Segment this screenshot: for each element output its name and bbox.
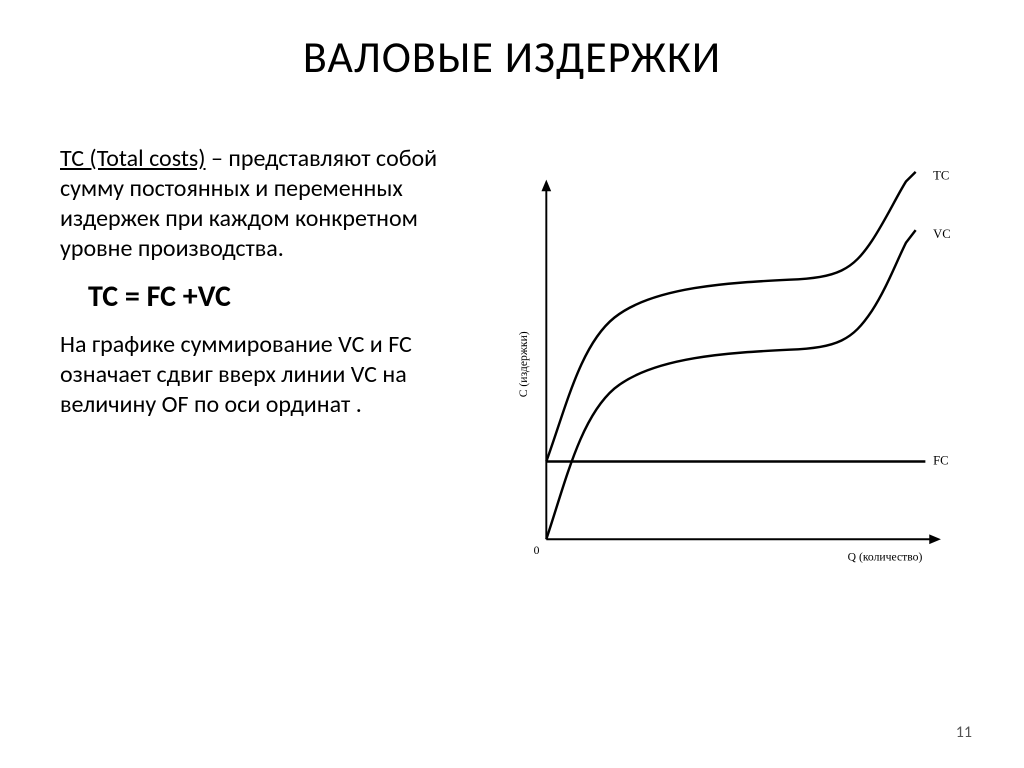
vc-curve xyxy=(546,230,915,539)
term-tc: TC (Total costs) xyxy=(60,144,206,173)
tc-label: TC xyxy=(933,169,949,183)
slide-title: ВАЛОВЫЕ ИЗДЕРЖКИ xyxy=(60,30,964,84)
x-axis-label: Q (количество) xyxy=(847,551,922,564)
page-number: 11 xyxy=(956,723,972,742)
y-axis-arrow xyxy=(541,180,551,192)
slide: ВАЛОВЫЕ ИЗДЕРЖКИ TC (Total costs) – пред… xyxy=(0,0,1024,768)
text-column: TC (Total costs) – представляют собой су… xyxy=(60,144,458,604)
x-axis-arrow xyxy=(929,534,941,544)
fc-label: FC xyxy=(933,453,948,467)
chart-column: TC VC FC 0 Q (количество) С (издержки) xyxy=(488,144,964,604)
paragraph-1: TC (Total costs) – представляют собой су… xyxy=(60,144,458,264)
cost-chart: TC VC FC 0 Q (количество) С (издержки) xyxy=(488,144,964,604)
formula: TC = FC +VC xyxy=(88,278,458,316)
paragraph-2: На графике суммирование VC и FC означает… xyxy=(60,330,458,420)
tc-curve xyxy=(546,172,915,462)
y-axis-label: С (издержки) xyxy=(517,331,530,397)
vc-label: VC xyxy=(933,227,951,241)
origin-label: 0 xyxy=(533,544,539,557)
content-row: TC (Total costs) – представляют собой су… xyxy=(60,144,964,604)
